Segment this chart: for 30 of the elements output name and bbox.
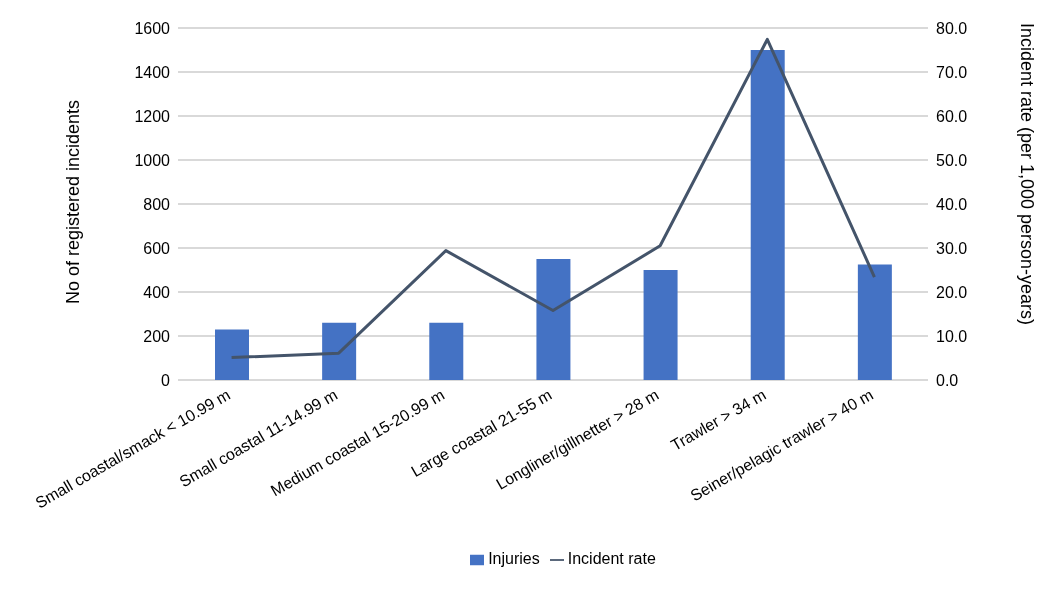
bar bbox=[322, 322, 357, 380]
y2-tick-label: 30.0 bbox=[936, 239, 968, 257]
y2-tick-label: 40.0 bbox=[936, 195, 968, 213]
y-tick-label: 1200 bbox=[134, 107, 171, 125]
y2-tick-label: 70.0 bbox=[936, 63, 968, 81]
bar bbox=[215, 329, 249, 380]
line-series bbox=[230, 37, 876, 360]
y-tick-label: 1600 bbox=[134, 19, 171, 37]
y2-tick-label: 50.0 bbox=[936, 151, 968, 169]
y-tick-label: 200 bbox=[143, 327, 171, 345]
y2-tick-label: 60.0 bbox=[936, 107, 968, 125]
bar bbox=[536, 259, 571, 380]
y2-tick-label: 20.0 bbox=[936, 283, 968, 301]
y-tick-label: 800 bbox=[143, 195, 171, 213]
y2-tick-label: 10.0 bbox=[936, 327, 968, 345]
y2-tick-label: 80.0 bbox=[936, 19, 968, 37]
bar bbox=[643, 270, 678, 380]
y2-tick-label: 0.0 bbox=[936, 371, 959, 389]
y-tick-label: 600 bbox=[143, 239, 171, 257]
bar bbox=[750, 50, 785, 380]
y-tick-label: 1400 bbox=[134, 63, 171, 81]
legend-label: Incident rate bbox=[567, 550, 656, 567]
legend-label: Injuries bbox=[488, 550, 540, 567]
y-tick-label: 400 bbox=[143, 283, 171, 301]
y-axis-title: No of registered incidents bbox=[63, 99, 84, 304]
y-tick-label: 0 bbox=[161, 371, 171, 389]
y2-axis-title: Incident rate (per 1,000 person-years) bbox=[1016, 22, 1037, 326]
y-tick-label: 1000 bbox=[134, 151, 171, 169]
bar bbox=[857, 264, 892, 380]
bar bbox=[429, 322, 464, 380]
